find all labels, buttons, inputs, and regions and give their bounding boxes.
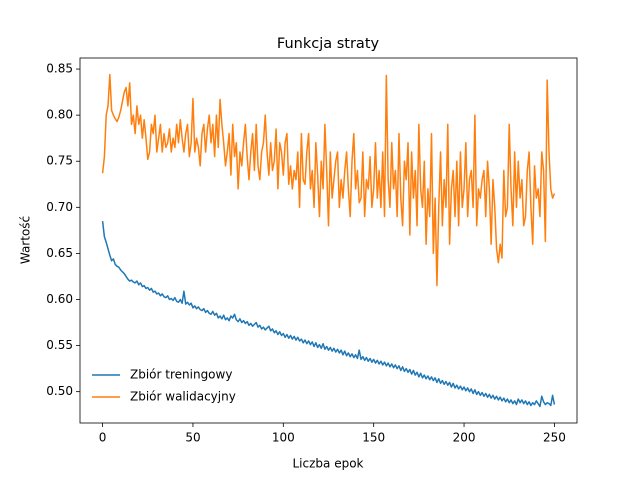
y-tick-label: 0.50 — [46, 384, 73, 398]
x-tick-label: 0 — [99, 431, 107, 445]
y-tick-label: 0.60 — [46, 292, 73, 306]
y-tick-label: 0.55 — [46, 338, 73, 352]
line-series — [101, 221, 556, 408]
y-tick-label: 0.75 — [46, 154, 73, 168]
y-tick-label: 0.70 — [46, 200, 73, 214]
legend-label: Zbiór walidacyjny — [130, 390, 236, 404]
legend-label: Zbiór treningowy — [130, 368, 232, 382]
y-axis-label: Wartość — [19, 216, 33, 264]
x-axis-label: Liczba epok — [293, 457, 364, 471]
y-tick-label: 0.65 — [46, 246, 73, 260]
chart-title: Funkcja straty — [277, 36, 380, 52]
x-tick-label: 200 — [453, 431, 476, 445]
line-series — [101, 73, 556, 287]
y-tick-label: 0.85 — [46, 62, 73, 76]
x-tick-label: 100 — [272, 431, 295, 445]
x-tick-label: 150 — [362, 431, 385, 445]
plot-frame — [79, 57, 578, 424]
y-tick-label: 0.80 — [46, 108, 73, 122]
x-tick-label: 250 — [543, 431, 566, 445]
x-tick-label: 50 — [185, 431, 200, 445]
